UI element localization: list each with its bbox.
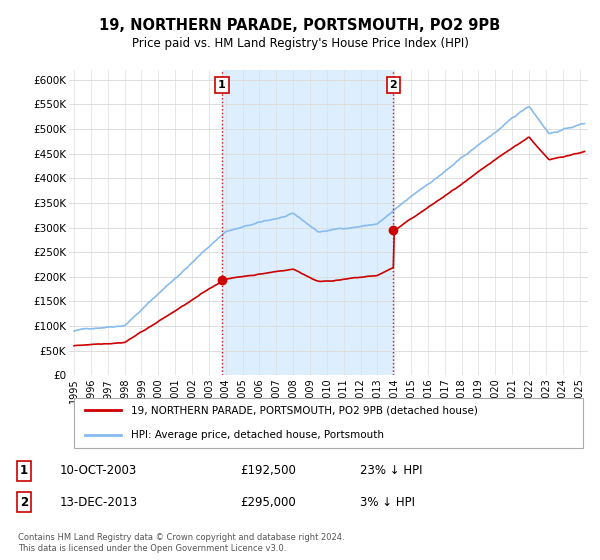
Text: 23% ↓ HPI: 23% ↓ HPI — [360, 464, 422, 477]
Text: 13-DEC-2013: 13-DEC-2013 — [60, 496, 138, 508]
Text: 1: 1 — [218, 80, 226, 90]
Text: HPI: Average price, detached house, Portsmouth: HPI: Average price, detached house, Port… — [131, 430, 384, 440]
Text: Price paid vs. HM Land Registry's House Price Index (HPI): Price paid vs. HM Land Registry's House … — [131, 36, 469, 50]
Text: 10-OCT-2003: 10-OCT-2003 — [60, 464, 137, 477]
Text: 2: 2 — [389, 80, 397, 90]
Text: £295,000: £295,000 — [240, 496, 296, 508]
Text: 1: 1 — [20, 464, 28, 477]
Text: 3% ↓ HPI: 3% ↓ HPI — [360, 496, 415, 508]
FancyBboxPatch shape — [74, 398, 583, 448]
Bar — [222, 70, 394, 375]
Text: 19, NORTHERN PARADE, PORTSMOUTH, PO2 9PB (detached house): 19, NORTHERN PARADE, PORTSMOUTH, PO2 9PB… — [131, 405, 478, 416]
Text: Contains HM Land Registry data © Crown copyright and database right 2024.
This d: Contains HM Land Registry data © Crown c… — [18, 533, 344, 553]
Text: 2: 2 — [20, 496, 28, 508]
Text: 19, NORTHERN PARADE, PORTSMOUTH, PO2 9PB: 19, NORTHERN PARADE, PORTSMOUTH, PO2 9PB — [100, 18, 500, 32]
Text: £192,500: £192,500 — [240, 464, 296, 477]
